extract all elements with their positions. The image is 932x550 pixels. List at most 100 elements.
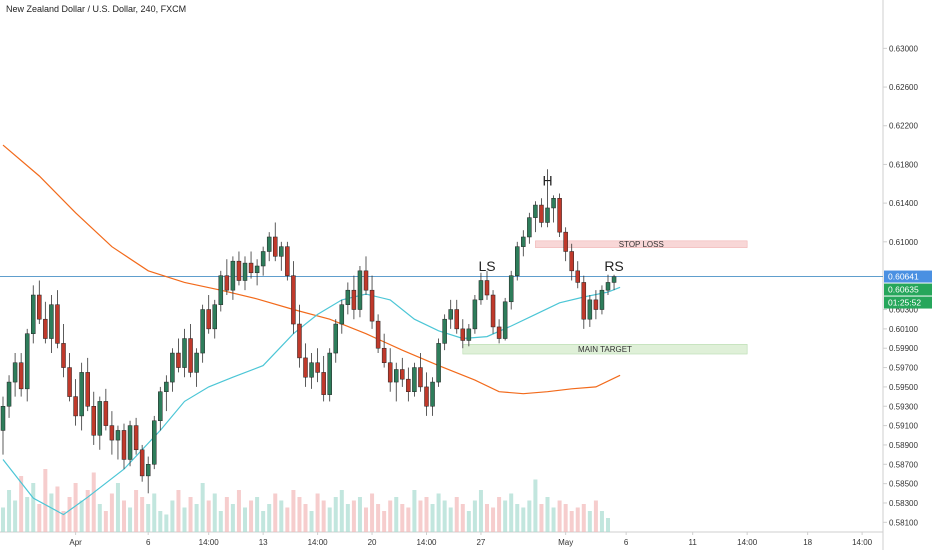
volume-bar xyxy=(243,507,247,532)
candle-body xyxy=(545,207,550,223)
candle xyxy=(551,195,556,223)
candle xyxy=(315,348,320,383)
volume-bar xyxy=(206,500,211,532)
candle-body xyxy=(127,425,133,460)
candle xyxy=(182,328,187,378)
x-tick-label: 6 xyxy=(624,538,629,547)
candle xyxy=(442,314,447,351)
volume-bar xyxy=(509,493,514,532)
y-tick-label: 0.62200 xyxy=(889,122,918,131)
candle xyxy=(279,241,284,271)
candle-body xyxy=(279,246,284,257)
candle xyxy=(206,295,211,334)
candle-body xyxy=(496,326,502,339)
candle-body xyxy=(158,391,163,422)
y-tick-label: 0.58700 xyxy=(889,460,918,469)
y-tick-label: 0.58100 xyxy=(889,518,918,527)
x-tick-label: 6 xyxy=(146,538,151,547)
candle-body xyxy=(236,260,242,281)
candle-body xyxy=(31,294,36,334)
candle xyxy=(91,391,96,445)
volume-bar xyxy=(364,507,368,532)
volume-bar xyxy=(103,511,108,532)
y-tick-label: 0.61800 xyxy=(889,160,918,169)
volume-bar xyxy=(97,504,102,532)
volume-bar xyxy=(158,511,163,532)
candle xyxy=(12,353,18,397)
candle xyxy=(31,285,36,344)
candle xyxy=(6,375,12,418)
price-badge-label: 0.60641 xyxy=(888,272,919,282)
candle-body xyxy=(363,270,369,291)
candle-body xyxy=(472,299,478,330)
candle xyxy=(170,348,175,392)
candle xyxy=(127,420,133,467)
main-target-zone xyxy=(462,344,748,355)
candle-body xyxy=(218,275,224,305)
volume-bar xyxy=(140,497,145,532)
volume-bar xyxy=(321,500,326,532)
y-tick-label: 0.58500 xyxy=(889,480,918,489)
volume-bar xyxy=(593,500,598,532)
candle xyxy=(490,290,496,334)
candle-body xyxy=(85,372,90,407)
volume-bar xyxy=(406,507,411,532)
candle xyxy=(345,282,351,315)
x-tick-label: 13 xyxy=(259,538,268,547)
candle xyxy=(200,304,205,363)
volume-bar xyxy=(236,490,241,532)
volume-bar xyxy=(297,497,302,532)
candle xyxy=(0,396,6,455)
candle-body xyxy=(55,304,60,344)
candle-body xyxy=(79,372,84,417)
candle-body xyxy=(121,430,127,460)
volume-bar xyxy=(382,511,387,532)
y-tick-label: 0.59300 xyxy=(889,402,918,411)
volume-bar xyxy=(599,511,604,532)
volume-bar xyxy=(13,500,18,532)
candle-body xyxy=(387,362,393,383)
candle xyxy=(158,386,163,431)
volume-bar xyxy=(376,504,381,532)
y-tick-label: 0.60100 xyxy=(889,325,918,334)
volume-bar xyxy=(79,500,84,532)
candle xyxy=(333,319,338,363)
volume-bar xyxy=(503,500,508,532)
candle-body xyxy=(351,289,357,310)
volume-bar xyxy=(37,504,42,532)
candle-body xyxy=(12,362,18,383)
candle xyxy=(242,256,248,291)
volume-bar xyxy=(460,504,465,532)
candle-body xyxy=(345,289,351,305)
volume-bar xyxy=(49,493,54,532)
candle xyxy=(309,353,314,389)
volume-bar xyxy=(454,497,459,532)
volume-series xyxy=(1,469,610,532)
candle-body xyxy=(575,270,580,283)
candle xyxy=(188,324,193,378)
x-tick-label: 14:00 xyxy=(416,538,437,547)
candle xyxy=(496,319,502,344)
pattern-label-h: H xyxy=(542,173,552,189)
candle-body xyxy=(61,343,66,368)
volume-bar xyxy=(73,483,78,532)
x-tick-label: 14:00 xyxy=(199,538,220,547)
volume-bar xyxy=(412,490,417,532)
candle xyxy=(164,375,169,412)
volume-bar xyxy=(273,493,278,532)
candle xyxy=(484,270,490,300)
candle-body xyxy=(563,231,568,252)
candle-body xyxy=(442,318,447,344)
moving-average-long-line xyxy=(2,144,621,395)
candle-body xyxy=(381,347,387,363)
volume-bar xyxy=(255,497,260,532)
volume-bar xyxy=(109,493,114,532)
candle xyxy=(55,290,60,349)
candle-body xyxy=(73,396,78,417)
candle xyxy=(273,222,278,262)
candle xyxy=(563,227,568,262)
candle xyxy=(121,423,127,470)
volume-bar xyxy=(606,518,610,532)
candle-body xyxy=(484,280,490,296)
